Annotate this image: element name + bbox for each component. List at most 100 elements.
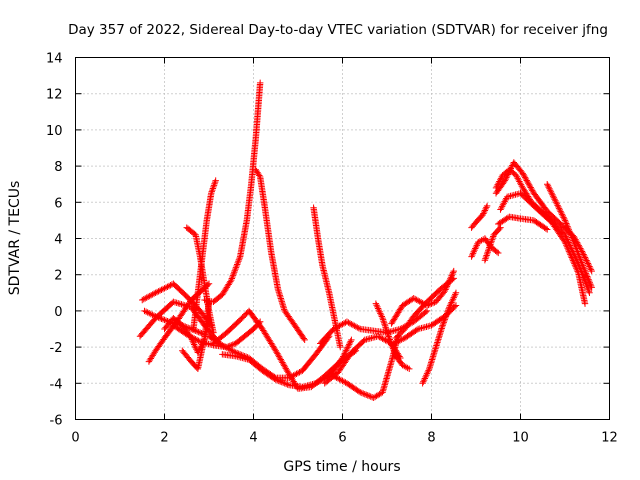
- data-point: [524, 178, 531, 186]
- data-point: [443, 311, 450, 319]
- data-point: [344, 344, 351, 351]
- data-point: [521, 172, 528, 180]
- data-point: [161, 285, 168, 292]
- data-point: [556, 206, 564, 214]
- data-point: [469, 250, 477, 257]
- data-point: [470, 248, 477, 255]
- y-tick-label: 10: [46, 124, 63, 139]
- data-point: [567, 251, 574, 258]
- data-point: [584, 260, 592, 267]
- data-point: [566, 249, 573, 257]
- data-point: [413, 296, 420, 304]
- data-point: [482, 205, 489, 213]
- data-point: [587, 281, 594, 288]
- data-point: [396, 337, 404, 344]
- data-point: [389, 345, 397, 352]
- data-point: [584, 258, 591, 266]
- data-point: [406, 365, 413, 373]
- data-point: [331, 324, 339, 332]
- data-point: [439, 322, 446, 329]
- data-point: [446, 302, 454, 309]
- data-point: [472, 245, 479, 252]
- data-point: [230, 270, 237, 278]
- data-point: [562, 218, 569, 226]
- data-point: [587, 266, 595, 273]
- data-point: [223, 344, 230, 351]
- data-point: [564, 224, 572, 232]
- data-point: [481, 207, 489, 214]
- data-point: [210, 182, 218, 189]
- data-point: [378, 313, 386, 320]
- data-point: [472, 243, 480, 251]
- data-point: [337, 321, 345, 329]
- data-point: [450, 294, 457, 301]
- series-t26: [481, 224, 504, 264]
- data-point: [191, 230, 198, 238]
- series-t15: [310, 204, 344, 351]
- data-point: [381, 322, 389, 329]
- data-point: [235, 256, 243, 263]
- data-point: [549, 191, 556, 198]
- series-t08: [190, 177, 219, 333]
- y-tick-label: 0: [54, 305, 62, 320]
- data-point: [587, 264, 594, 272]
- data-point: [586, 279, 593, 286]
- data-point: [275, 377, 282, 385]
- data-point: [442, 286, 449, 293]
- data-point: [355, 388, 363, 395]
- data-point: [586, 289, 593, 296]
- data-point: [573, 246, 581, 254]
- data-point: [571, 240, 578, 247]
- series-t23: [419, 289, 460, 387]
- data-point: [212, 177, 219, 184]
- data-point: [189, 334, 196, 341]
- data-point: [355, 324, 363, 332]
- x-tick-label: 12: [601, 431, 618, 446]
- data-point: [450, 267, 457, 275]
- data-point: [377, 311, 385, 319]
- data-point: [390, 346, 397, 354]
- data-point: [361, 390, 368, 398]
- data-point: [414, 297, 422, 304]
- data-point: [149, 291, 156, 298]
- data-point: [559, 212, 566, 220]
- data-point: [565, 246, 572, 254]
- data-point: [447, 300, 454, 308]
- data-point: [360, 390, 367, 397]
- data-point: [567, 252, 575, 260]
- data-point: [445, 280, 452, 287]
- data-point: [392, 339, 399, 346]
- series-t30: [495, 213, 551, 233]
- data-point: [385, 333, 392, 340]
- data-point: [190, 339, 197, 347]
- data-point: [523, 177, 530, 184]
- data-point: [413, 326, 421, 334]
- data-point: [546, 185, 553, 192]
- y-tick-label: -6: [50, 414, 63, 429]
- data-point: [488, 238, 495, 245]
- data-point: [209, 185, 217, 192]
- data-point: [364, 392, 371, 399]
- data-point: [451, 292, 458, 300]
- data-point: [228, 346, 235, 354]
- data-point: [211, 178, 219, 186]
- data-point: [336, 376, 343, 383]
- data-point: [222, 343, 229, 351]
- data-point: [159, 285, 167, 293]
- data-point: [374, 333, 382, 340]
- data-point: [417, 299, 425, 306]
- data-point: [446, 304, 453, 311]
- data-point: [340, 378, 348, 385]
- data-point: [190, 335, 198, 342]
- data-point: [441, 316, 449, 323]
- data-point: [586, 263, 593, 270]
- y-tick-label: -2: [50, 341, 63, 356]
- data-point: [451, 303, 458, 310]
- data-point: [345, 341, 353, 348]
- data-point: [398, 336, 405, 343]
- data-point: [483, 252, 490, 259]
- x-tick-label: 10: [512, 431, 529, 446]
- data-point: [379, 335, 386, 342]
- data-point: [479, 211, 486, 219]
- data-point: [580, 265, 588, 272]
